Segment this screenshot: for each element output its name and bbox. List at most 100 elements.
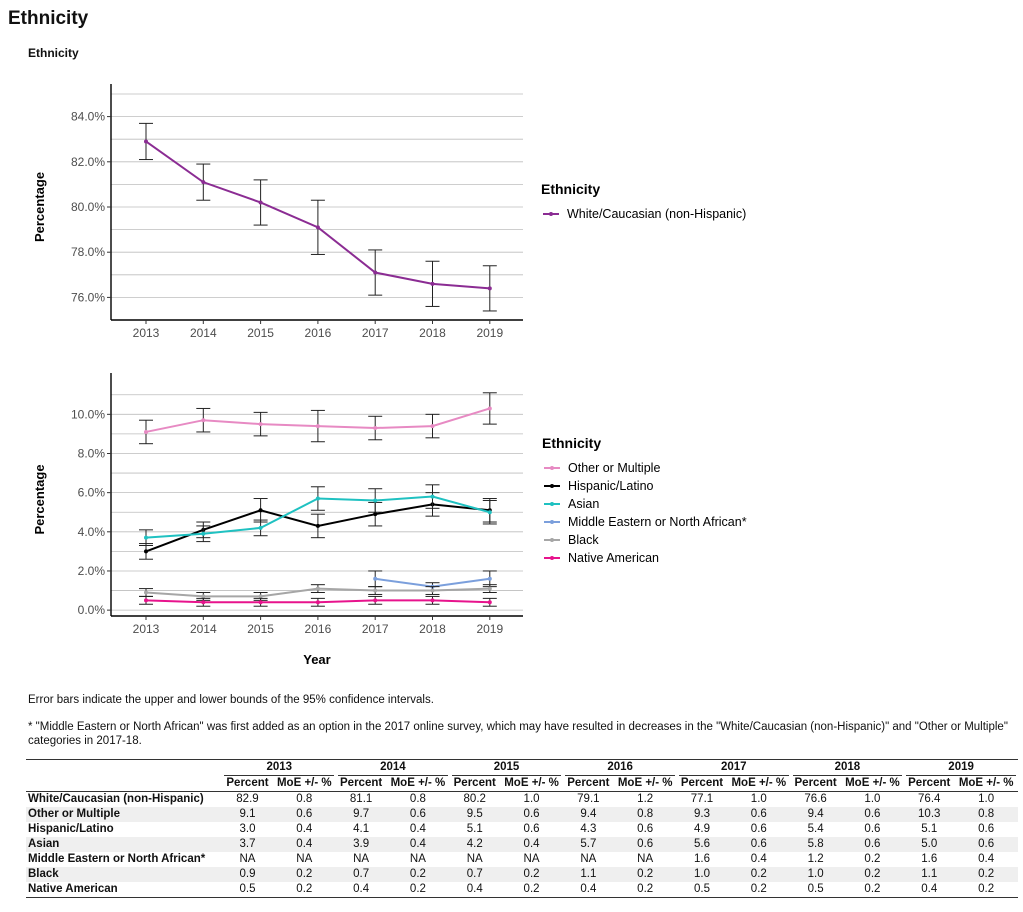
data-point (487, 586, 492, 591)
table-row-label: Middle Eastern or North African* (28, 853, 206, 865)
y-tick-label: 76.0% (71, 290, 105, 304)
table-cell: 0.5 (790, 882, 841, 898)
table-cell: 0.2 (272, 867, 337, 882)
table-cell: 0.8 (954, 807, 1018, 822)
table-cell: 9.4 (563, 807, 614, 822)
table-year-header: 2019 (904, 759, 1018, 776)
table-cell: 0.6 (750, 823, 767, 835)
x-tick-label: 2015 (247, 326, 274, 340)
table-cell: 9.7 (336, 807, 387, 822)
x-tick-label: 2016 (305, 326, 332, 340)
table-cell: 0.2 (840, 867, 905, 882)
table-cell: 0.6 (954, 837, 1018, 852)
table-cell: 0.2 (499, 882, 564, 898)
data-point (315, 600, 320, 605)
table-year-header: 2018 (790, 759, 905, 776)
table-year-header: 2017 (676, 759, 791, 776)
y-tick-label: 2.0% (78, 564, 106, 578)
data-point (315, 225, 320, 230)
table-year-header-row: 2013 2014 2015 2016 2017 2018 2019 (26, 759, 1018, 776)
data-point (201, 594, 206, 599)
table-row: Hispanic/Latino 3.0 0.4 4.1 0.4 5.1 0.6 4.3 0.6 4… (26, 822, 1018, 837)
table-year-header: 2016 (563, 759, 677, 776)
data-point (201, 531, 206, 536)
table-cell: 0.2 (954, 867, 1018, 882)
table-cell: 0.6 (386, 807, 450, 822)
table-cell: 0.4 (386, 837, 450, 852)
table-cell: 5.7 (563, 837, 614, 852)
page-title: Ethnicity (8, 8, 89, 29)
table-cell: 77.1 (690, 793, 714, 805)
table-cell: 4.3 (580, 823, 597, 835)
legend-entry: Native American (568, 551, 659, 565)
table-cell: 0.4 (499, 837, 564, 852)
table-cell: 0.6 (523, 823, 540, 835)
y-tick-label: 0.0% (78, 603, 106, 617)
data-point (258, 525, 263, 530)
legend-swatch-point (550, 484, 554, 488)
table-cell: 0.2 (727, 867, 791, 882)
table-sub-header: Percent (790, 776, 841, 792)
data-point (373, 576, 378, 581)
y-tick-label: 84.0% (71, 110, 105, 124)
data-point (430, 424, 435, 429)
table-cell: NA (296, 853, 313, 865)
legend-entry: Other or Multiple (568, 461, 660, 475)
table-row-label: Native American (26, 882, 223, 898)
table-cell: 10.3 (904, 807, 955, 822)
table-cell: 1.0 (523, 793, 540, 805)
table-cell: 0.9 (222, 867, 273, 882)
table-cell: 0.5 (676, 882, 728, 898)
table-cell: 5.6 (676, 837, 728, 852)
table-sub-header: MoE +/- % (613, 776, 677, 792)
data-point (258, 508, 263, 513)
x-tick-label: 2019 (476, 622, 503, 636)
y-tick-label: 6.0% (78, 486, 106, 500)
data-point (144, 590, 148, 595)
table-year-header: 2014 (336, 759, 450, 776)
table-year-header: 2013 (222, 759, 337, 776)
x-tick-label: 2013 (133, 622, 160, 636)
x-axis-title: Year (303, 652, 330, 667)
data-point (201, 180, 206, 185)
data-point (144, 429, 148, 434)
table-cell: NA (637, 853, 654, 865)
x-tick-label: 2017 (362, 622, 389, 636)
table-cell: 0.4 (904, 882, 955, 898)
table-row-label: Hispanic/Latino (28, 823, 114, 835)
data-point (315, 586, 320, 591)
table-row: Other or Multiple 9.1 0.6 9.7 0.6 9.5 0.6 9.4 0.… (26, 807, 1018, 822)
data-point (144, 549, 148, 554)
data-point (487, 286, 492, 291)
y-axis-title: Percentage (32, 464, 47, 534)
table-cell: 0.4 (449, 882, 500, 898)
table-cell: 0.6 (978, 823, 995, 835)
legend-swatch-point (550, 520, 554, 524)
table-cell: 0.6 (864, 823, 881, 835)
data-point (144, 535, 148, 540)
data-point (144, 139, 148, 144)
table-cell: 3.9 (336, 837, 387, 852)
data-point (430, 588, 435, 593)
table-cell: 0.2 (864, 853, 881, 865)
table-cell: 9.1 (222, 807, 273, 822)
table-row: Asian 3.7 0.4 3.9 0.4 4.2 0.4 5.7 0.6 5.6 0.6 5.8 0.… (26, 837, 1018, 852)
data-point (430, 494, 435, 499)
table-cell: 5.4 (807, 823, 824, 835)
table-cell: 0.6 (499, 807, 564, 822)
table-cell: 4.2 (449, 837, 500, 852)
table-cell: 0.2 (386, 882, 450, 898)
table-row: Middle Eastern or North African* NA NA NA NA… (26, 852, 1018, 867)
data-point (430, 281, 435, 286)
table-row-label: Black (26, 867, 223, 882)
table-cell: 0.2 (499, 867, 564, 882)
data-point (201, 600, 206, 605)
table-cell: 9.4 (790, 807, 841, 822)
table-cell: 4.9 (693, 823, 710, 835)
y-tick-label: 10.0% (71, 407, 105, 421)
table-cell: 0.4 (978, 853, 995, 865)
table-sub-header: MoE +/- % (272, 776, 337, 792)
table-sub-header: Percent (563, 776, 614, 792)
table-cell: 0.4 (296, 823, 313, 835)
table-sub-header: Percent (336, 776, 387, 792)
